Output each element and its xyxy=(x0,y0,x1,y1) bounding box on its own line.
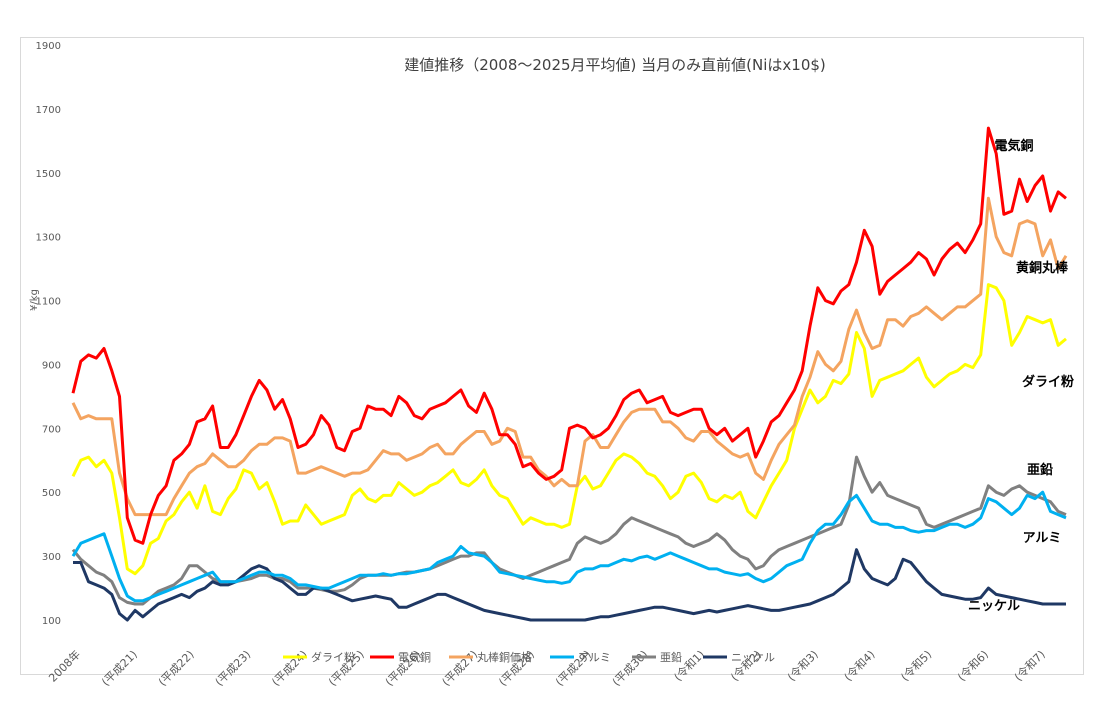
annotation-label: アルミ xyxy=(1023,531,1062,546)
x-tick-label: (令和4) xyxy=(841,647,877,683)
x-tick-label: (令和7) xyxy=(1011,647,1047,683)
x-axis: 2008年 (平成21) (平成22) (平成23) (平成24) (平成25) (平成26… xyxy=(46,647,1048,688)
x-tick-label: (平成27) xyxy=(440,648,481,689)
legend-label: 亜鉛 xyxy=(660,650,682,664)
series-line-2 xyxy=(71,196,1068,517)
x-tick-label: (平成30) xyxy=(610,648,651,689)
y-tick-label: 1300 xyxy=(36,233,61,244)
y-axis-label: ¥/kg xyxy=(29,289,40,311)
legend: ダライ粉 電気銅 丸棒銅価格 アルミ 亜鉛 ニッケル xyxy=(283,650,775,664)
y-tick-label: 1100 xyxy=(36,297,61,308)
x-tick-label: (平成23) xyxy=(213,648,254,689)
series-line-1 xyxy=(71,126,1067,545)
y-axis: 100 300 500 700 900 1100 1300 1500 1700 1900 xyxy=(36,41,61,627)
chart-title: 建値推移（2008～2025月平均値) 当月のみ直前値(Niはx10$) xyxy=(404,56,826,74)
series-line-3 xyxy=(71,490,1067,603)
y-tick-label: 900 xyxy=(42,360,61,371)
legend-label: ニッケル xyxy=(731,651,775,664)
y-tick-label: 1700 xyxy=(36,105,61,116)
y-tick-label: 1900 xyxy=(36,41,61,52)
x-tick-label: (平成22) xyxy=(156,648,197,689)
legend-label: アルミ xyxy=(578,651,611,664)
legend-label: 丸棒銅価格 xyxy=(477,650,532,664)
chart-frame xyxy=(20,37,1084,675)
x-tick-label: (令和3) xyxy=(784,647,820,683)
series-group xyxy=(71,126,1068,622)
x-tick-label: (令和6) xyxy=(955,647,991,683)
x-tick-label: (平成24) xyxy=(269,648,310,689)
x-tick-label: (令和5) xyxy=(898,647,934,683)
x-tick-label: (平成21) xyxy=(99,648,140,689)
legend-label: 電気銅 xyxy=(398,650,431,664)
y-tick-label: 300 xyxy=(42,552,61,563)
annotation-label: ニッケル xyxy=(968,599,1020,614)
annotation-label: 黄銅丸棒 xyxy=(1016,260,1069,276)
y-tick-label: 500 xyxy=(42,488,61,499)
y-tick-label: 100 xyxy=(42,616,61,627)
y-tick-label: 700 xyxy=(42,424,61,435)
legend-label: ダライ粉 xyxy=(311,650,355,664)
annotation-label: ダライ粉 xyxy=(1022,374,1074,390)
annotation-label: 電気銅 xyxy=(994,138,1033,154)
annotation-label: 亜鉛 xyxy=(1027,462,1053,478)
y-tick-label: 1500 xyxy=(36,169,61,180)
x-tick-label: 2008年 xyxy=(46,647,83,684)
series-line-0 xyxy=(71,283,1067,576)
